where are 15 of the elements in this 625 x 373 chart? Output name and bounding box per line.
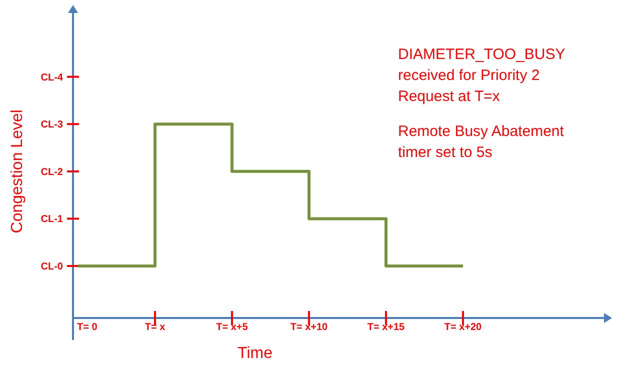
category-label: CL-2 [40,166,63,178]
x-tick-label: T= x+20 [444,322,482,333]
x-tick-label: T= x [144,322,166,333]
x-tick-label: T= x+10 [290,322,328,333]
category-label: CL-4 [40,72,63,84]
text: DIAMETER_TOO_BUSY received for Priority 2 Request at T=x [398,46,566,105]
x-axis-title: Time [238,345,273,362]
category-label: CL-1 [40,214,63,226]
category-label: CL-0 [40,262,63,272]
category-label: CL-3 [40,120,63,131]
x-tick-label: T= x+5 [216,322,248,333]
y-axis-title: Congestion Level [9,110,26,234]
annotation: Remote Busy Abatement timer set to 5s [398,123,565,161]
x-tick-label: T= 0 [77,322,98,333]
x-tick-label: T= x+15 [367,322,406,333]
